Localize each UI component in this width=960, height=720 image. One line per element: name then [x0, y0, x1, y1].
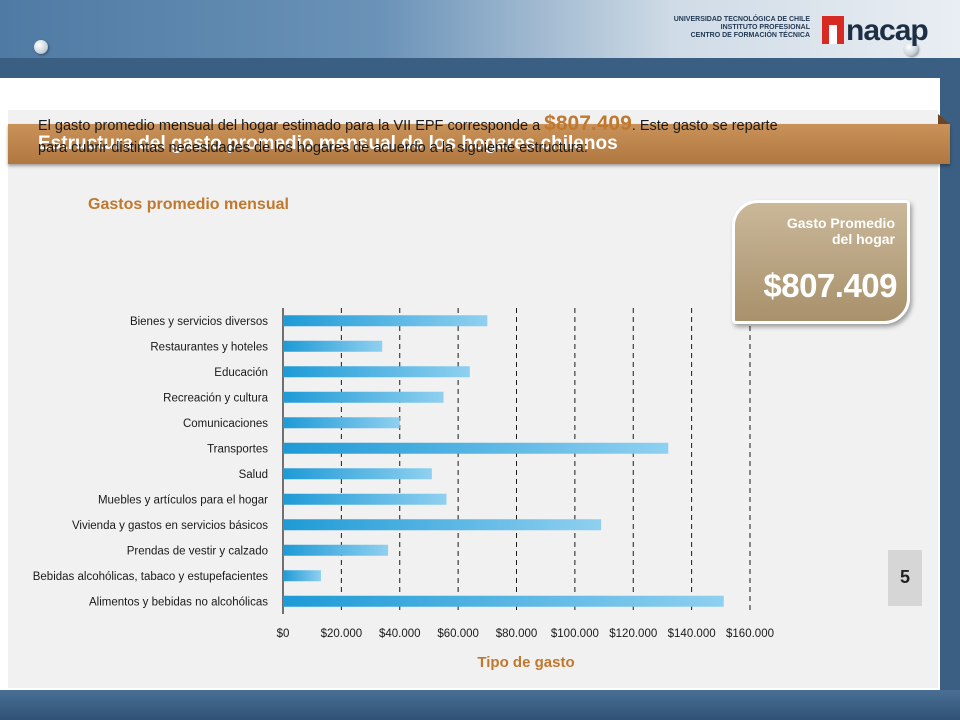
ribbon-fold	[938, 114, 950, 124]
bar	[283, 417, 400, 429]
bar	[283, 493, 447, 505]
category-label: Comunicaciones	[183, 418, 268, 430]
x-tick-label: $80.000	[496, 628, 538, 640]
category-label: Prendas de vestir y calzado	[127, 545, 268, 557]
category-label: Alimentos y bebidas no alcohólicas	[89, 596, 268, 608]
x-tick-label: $40.000	[379, 628, 421, 640]
bar	[283, 468, 432, 480]
category-label: Salud	[239, 469, 268, 481]
x-tick-label: $0	[277, 628, 290, 640]
bottom-banner	[0, 690, 960, 720]
bar	[283, 315, 488, 327]
bar	[283, 544, 389, 556]
bar	[283, 519, 602, 531]
x-tick-label: $20.000	[321, 628, 363, 640]
logo-mark-icon	[822, 16, 844, 44]
category-label: Restaurantes y hoteles	[150, 341, 268, 353]
intro-amount: $807.409	[544, 112, 632, 135]
x-tick-label: $160.000	[726, 628, 774, 640]
card-label: Gasto Promedio del hogar	[786, 215, 895, 247]
institution-line: UNIVERSIDAD TECNOLÓGICA DE CHILE	[673, 16, 810, 23]
bar	[283, 340, 383, 352]
pushpin-icon	[34, 40, 48, 54]
slide-title: Estructura del gasto promedio mensual de…	[38, 133, 618, 154]
pushpin-icon	[904, 42, 918, 56]
institution-line: CENTRO DE FORMACIÓN TÉCNICA	[690, 32, 810, 39]
summary-card: Gasto Promedio del hogar $807.409	[732, 200, 910, 324]
bar	[283, 442, 669, 454]
bar	[283, 366, 470, 378]
x-tick-label: $100.000	[551, 628, 599, 640]
x-tick-label: $60.000	[437, 628, 479, 640]
institution-logo: UNIVERSIDAD TECNOLÓGICA DE CHILE INSTITU…	[660, 8, 960, 52]
intro-text: El gasto promedio mensual del hogar esti…	[38, 113, 798, 159]
category-label: Recreación y cultura	[163, 392, 268, 404]
category-label: Educación	[214, 367, 268, 379]
title-bar: Estructura del gasto promedio mensual de…	[8, 124, 950, 164]
page-number: 5	[888, 550, 922, 606]
institution-text: UNIVERSIDAD TECNOLÓGICA DE CHILE INSTITU…	[660, 16, 810, 40]
category-label: Bienes y servicios diversos	[130, 316, 268, 328]
category-label: Bebidas alcohólicas, tabaco y estupefaci…	[33, 571, 269, 583]
intro-part2: . Este gasto se reparte para cubrir dist…	[38, 118, 778, 156]
category-label: Muebles y artículos para el hogar	[98, 494, 268, 506]
institution-line: INSTITUTO PROFESIONAL	[720, 24, 810, 31]
chart-title: Gastos promedio mensual	[88, 196, 289, 213]
bar	[283, 595, 724, 607]
x-axis-label: Tipo de gasto	[477, 654, 574, 671]
intro-part1: El gasto promedio mensual del hogar esti…	[38, 118, 541, 134]
category-label: Vivienda y gastos en servicios básicos	[72, 520, 268, 532]
bar	[283, 570, 321, 582]
x-tick-label: $120.000	[609, 628, 657, 640]
x-tick-label: $140.000	[668, 628, 716, 640]
logo-text: nacap	[846, 14, 929, 47]
category-label: Transportes	[207, 443, 268, 455]
card-value: $807.409	[763, 267, 897, 304]
bar	[283, 391, 444, 403]
top-banner	[0, 0, 960, 58]
